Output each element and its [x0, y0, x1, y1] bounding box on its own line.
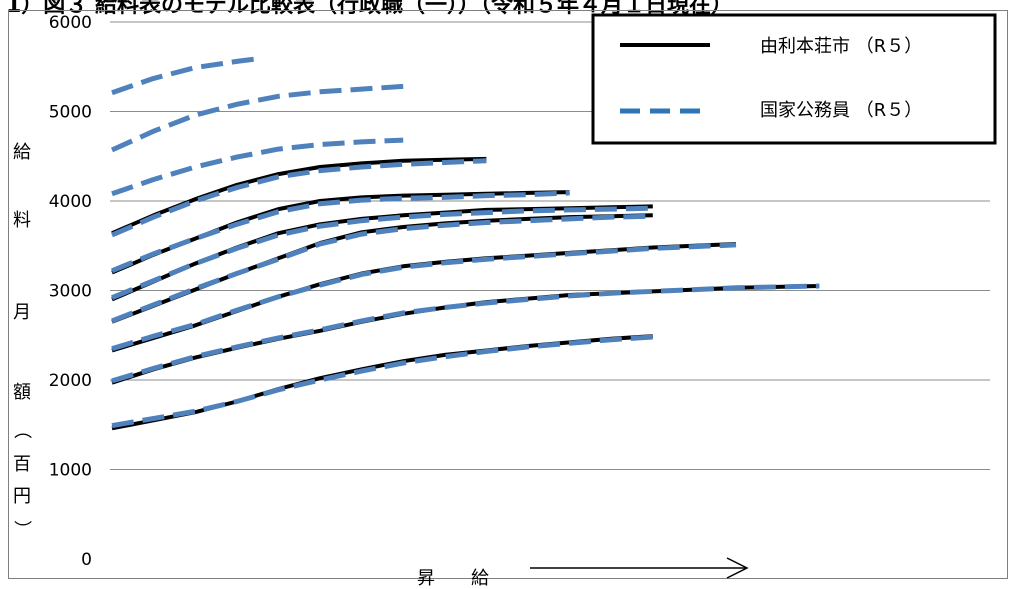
yurihonjo-curve-grade-1: [111, 334, 653, 431]
x-axis-arrow-head: [726, 557, 749, 579]
y-axis-label-char: 百: [13, 454, 31, 475]
legend-box: [591, 13, 997, 145]
chart-frame: [8, 10, 1008, 579]
y-axis-label-char: 円: [13, 486, 31, 507]
national-curve-grade-3: [111, 242, 737, 352]
national-curve-grade-2: [111, 283, 820, 384]
y-tick-label: 1000: [49, 461, 92, 481]
y-axis-label-char: 料: [13, 210, 31, 231]
national-curve-grade-1: [111, 334, 653, 429]
y-tick-label: 4000: [49, 192, 92, 212]
national-curve-grade-4: [111, 213, 653, 324]
legend-label-yurihonjo: 由利本荘市 （R５）: [760, 36, 922, 57]
y-tick-label: 0: [81, 550, 92, 570]
y-tick-label: 6000: [49, 13, 92, 33]
y-axis-label-char: （: [11, 421, 32, 439]
national-curve-grade-6: [111, 190, 570, 274]
series-yurihonjo: [111, 156, 820, 431]
national-curve-grade-5: [111, 205, 653, 301]
y-tick-label: 5000: [49, 103, 92, 123]
page-title-fragment: 1）図３ 給料表のモデル比較表（行政職（一））（令和５年４月１日現在）: [6, 0, 733, 18]
series-national: [110, 56, 820, 429]
yurihonjo-curve-grade-2: [111, 284, 820, 385]
series-lines: [110, 56, 820, 431]
x-axis-label-group: 昇 給: [417, 557, 749, 589]
y-tick-label: 3000: [49, 282, 92, 302]
y-axis-label-char: 月: [13, 302, 31, 323]
legend-label-national: 国家公務員 （R５）: [760, 100, 922, 121]
legend: 由利本荘市 （R５） 国家公務員 （R５）: [591, 13, 997, 145]
national-curve-grade-8: [111, 137, 404, 197]
y-axis-label-char: 給: [13, 142, 31, 163]
national-curve-grade-7: [111, 158, 487, 238]
y-axis-label-char: 額: [13, 382, 31, 403]
national-curve-grade-10: [111, 56, 258, 96]
y-tick-labels: 0 1000 2000 3000 4000 5000 6000: [49, 13, 92, 570]
y-axis-label-char: ）: [11, 520, 32, 538]
x-axis-label: 昇 給: [417, 568, 489, 589]
national-curve-grade-9: [110, 83, 404, 153]
y-tick-label: 2000: [49, 371, 92, 391]
